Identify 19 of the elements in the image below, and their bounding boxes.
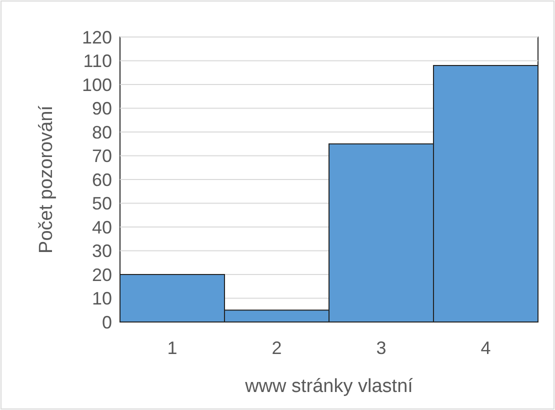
y-tick-label: 0 xyxy=(102,312,112,332)
y-tick-label: 40 xyxy=(92,217,112,238)
y-tick-label: 20 xyxy=(92,264,112,285)
x-axis-title: www stránky vlastní xyxy=(244,376,414,397)
x-tick-label: 2 xyxy=(272,338,282,358)
y-tick-label: 10 xyxy=(92,288,112,309)
y-tick-label: 60 xyxy=(92,170,112,190)
y-tick-label: 50 xyxy=(92,194,112,214)
y-tick-label: 90 xyxy=(92,98,112,119)
y-tick-label: 30 xyxy=(92,241,112,262)
y-axis-title: Počet pozorování xyxy=(36,104,57,254)
y-tick-label: 80 xyxy=(92,122,112,142)
y-tick-label: 100 xyxy=(82,74,112,95)
y-tick-label: 110 xyxy=(83,51,112,72)
x-tick-label: 4 xyxy=(480,338,491,358)
x-tick-label: 1 xyxy=(167,338,178,358)
y-tick-label: 70 xyxy=(92,146,112,166)
y-tick-label: 120 xyxy=(82,27,112,48)
x-tick-label: 3 xyxy=(376,338,386,358)
